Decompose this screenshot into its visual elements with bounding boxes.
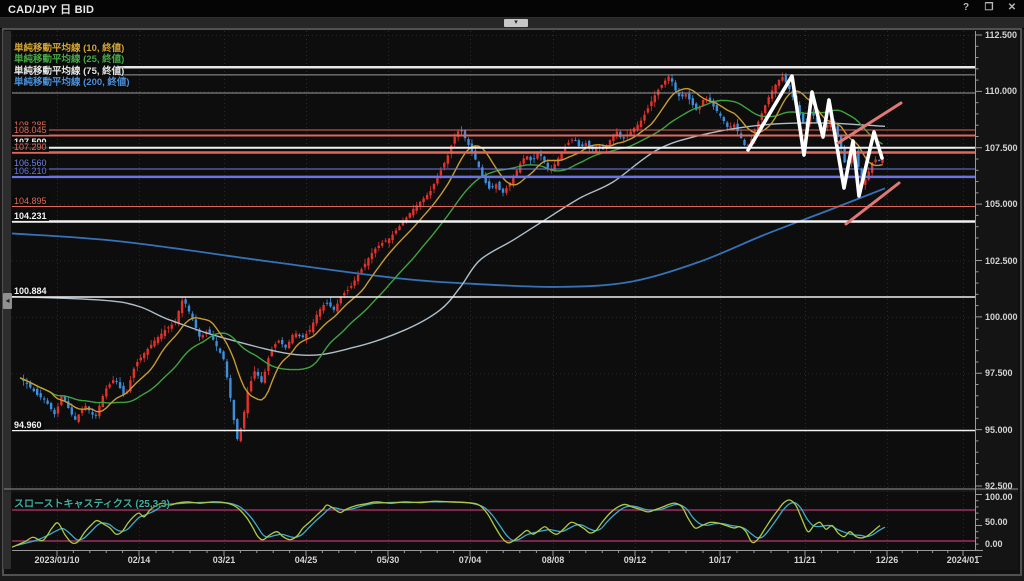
sma25-line xyxy=(19,99,883,404)
legend-item-sma: 単純移動平均線 (25, 終値) xyxy=(14,54,125,65)
legend-item-sma: 単純移動平均線 (75, 終値) xyxy=(14,65,125,77)
level-price-label: 100.884 xyxy=(12,286,49,297)
level-price-label: 104.231 xyxy=(12,210,49,221)
y-axis-label: 100.000 xyxy=(985,311,1018,322)
window-title: CAD/JPY 日 BID xyxy=(8,4,95,16)
stochastic-label: スローストキャスティクス (25,3,3) xyxy=(14,499,170,510)
x-axis-label: 03/21 xyxy=(212,555,236,565)
x-axis-label: 08/08 xyxy=(541,555,565,565)
x-axis-label: 11/21 xyxy=(793,555,817,565)
window-titlebar[interactable]: CAD/JPY 日 BID ? ❐ ✕ xyxy=(0,0,1024,18)
trendline-annotation xyxy=(844,181,901,226)
left-panel-expander-button[interactable]: ◂ xyxy=(3,293,12,309)
stoch-axis-label: 0.00 xyxy=(985,539,1003,549)
x-axis-label: 2024/01 xyxy=(946,555,980,565)
sma200-line xyxy=(11,187,886,288)
level-price-label: 108.285 xyxy=(12,119,49,130)
close-icon[interactable]: ✕ xyxy=(1007,2,1017,13)
collapse-panel-button[interactable]: ▾ xyxy=(504,19,528,27)
stoch-d-line xyxy=(16,501,886,546)
legend-item-sma: 単純移動平均線 (200, 終値) xyxy=(14,77,130,88)
x-axis-label: 10/17 xyxy=(708,555,732,565)
y-axis-label: 92.500 xyxy=(985,481,1013,491)
legend-item-sma: 単純移動平均線 (10, 終値) xyxy=(14,42,125,54)
x-axis-label: 04/25 xyxy=(294,555,318,565)
x-axis-label: 09/12 xyxy=(623,555,647,565)
level-price-label: 107.290 xyxy=(12,141,49,152)
y-axis-label: 95.000 xyxy=(985,424,1013,435)
stoch-k-line xyxy=(11,499,881,548)
level-price-label: 94.960 xyxy=(12,420,44,431)
stoch-axis-label: 50.00 xyxy=(985,516,1008,527)
level-price-label: 106.560 xyxy=(12,158,49,169)
maximize-icon[interactable]: ❐ xyxy=(984,2,994,13)
zigzag-annotation xyxy=(746,74,884,198)
sma10-line xyxy=(19,87,883,413)
y-axis-label: 102.500 xyxy=(985,255,1018,266)
stoch-axis-label: 100.00 xyxy=(985,491,1013,502)
y-axis-label: 112.500 xyxy=(985,30,1018,40)
x-axis-label: 07/04 xyxy=(458,555,482,565)
trendline-annotation xyxy=(836,101,903,145)
level-price-label: 106.210 xyxy=(12,166,49,177)
level-price-label: 108.045 xyxy=(12,124,49,135)
y-axis-label: 105.000 xyxy=(985,199,1018,210)
x-axis-label: 05/30 xyxy=(376,555,400,565)
x-axis-label: 02/14 xyxy=(127,555,151,565)
y-axis-label: 107.500 xyxy=(985,142,1018,153)
y-axis-label: 97.500 xyxy=(985,368,1013,379)
x-axis-label: 2023/01/10 xyxy=(34,555,80,565)
level-price-label: 104.895 xyxy=(12,195,49,206)
help-icon[interactable]: ? xyxy=(962,2,970,13)
x-axis-label: 12/26 xyxy=(875,555,899,565)
y-axis-label: 110.000 xyxy=(985,86,1018,97)
